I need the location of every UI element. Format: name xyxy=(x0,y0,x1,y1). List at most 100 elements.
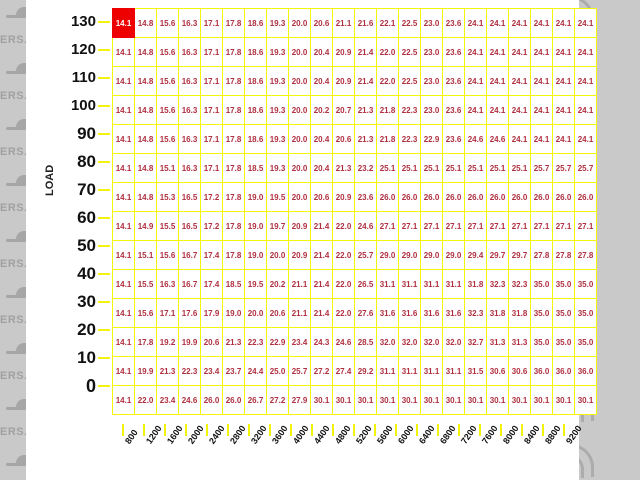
fuel-map-cell[interactable]: 24.1 xyxy=(464,66,487,96)
fuel-map-cell[interactable]: 35.0 xyxy=(574,269,597,299)
fuel-map-cell[interactable]: 25.1 xyxy=(420,153,443,183)
fuel-map-cell[interactable]: 32.0 xyxy=(398,327,421,357)
fuel-map-cell[interactable]: 16.7 xyxy=(178,269,201,299)
fuel-map-cell[interactable]: 23.6 xyxy=(442,124,465,154)
fuel-map-cell[interactable]: 15.1 xyxy=(134,240,157,270)
fuel-map-cell[interactable]: 20.0 xyxy=(288,124,311,154)
fuel-map-cell[interactable]: 26.0 xyxy=(200,385,223,415)
fuel-map-cell[interactable]: 21.3 xyxy=(354,124,377,154)
fuel-map-cell[interactable]: 15.5 xyxy=(134,269,157,299)
fuel-map-cell[interactable]: 19.9 xyxy=(134,356,157,386)
fuel-map-cell[interactable]: 29.0 xyxy=(420,240,443,270)
fuel-map-cell[interactable]: 20.9 xyxy=(332,37,355,67)
fuel-map-cell[interactable]: 19.0 xyxy=(244,211,267,241)
fuel-map-cell[interactable]: 15.6 xyxy=(156,124,179,154)
fuel-map-cell[interactable]: 30.1 xyxy=(508,385,531,415)
fuel-map-cell[interactable]: 22.9 xyxy=(266,327,289,357)
fuel-map-cell[interactable]: 22.0 xyxy=(332,240,355,270)
fuel-map-cell[interactable]: 21.4 xyxy=(310,211,333,241)
fuel-map-cell[interactable]: 21.4 xyxy=(354,66,377,96)
fuel-map-cell[interactable]: 16.3 xyxy=(178,95,201,125)
fuel-map-cell[interactable]: 20.0 xyxy=(288,95,311,125)
fuel-map-cell[interactable]: 19.3 xyxy=(266,37,289,67)
fuel-map-cell[interactable]: 15.5 xyxy=(156,211,179,241)
fuel-map-cell[interactable]: 14.1 xyxy=(112,385,135,415)
fuel-map-cell[interactable]: 36.0 xyxy=(552,356,575,386)
fuel-map-cell[interactable]: 22.3 xyxy=(398,124,421,154)
fuel-map-cell[interactable]: 28.5 xyxy=(354,327,377,357)
fuel-map-cell[interactable]: 31.6 xyxy=(398,298,421,328)
fuel-map-cell[interactable]: 31.1 xyxy=(376,356,399,386)
fuel-map-cell-selected[interactable]: 14.1 xyxy=(112,8,135,38)
fuel-map-cell[interactable]: 20.0 xyxy=(288,8,311,38)
fuel-map-cell[interactable]: 25.7 xyxy=(530,153,553,183)
fuel-map-cell[interactable]: 19.3 xyxy=(266,8,289,38)
fuel-map-cell[interactable]: 24.4 xyxy=(244,356,267,386)
fuel-map-cell[interactable]: 14.1 xyxy=(112,153,135,183)
fuel-map-cell[interactable]: 24.1 xyxy=(508,124,531,154)
fuel-map-cell[interactable]: 30.1 xyxy=(398,385,421,415)
fuel-map-cell[interactable]: 17.1 xyxy=(200,124,223,154)
fuel-map-cell[interactable]: 31.6 xyxy=(376,298,399,328)
fuel-map-cell[interactable]: 24.1 xyxy=(530,8,553,38)
fuel-map-cell[interactable]: 21.1 xyxy=(288,298,311,328)
fuel-map-cell[interactable]: 25.1 xyxy=(442,153,465,183)
fuel-map-cell[interactable]: 24.6 xyxy=(464,124,487,154)
fuel-map-cell[interactable]: 18.6 xyxy=(244,8,267,38)
fuel-map-cell[interactable]: 30.6 xyxy=(508,356,531,386)
fuel-map-cell[interactable]: 21.3 xyxy=(156,356,179,386)
fuel-map-cell[interactable]: 16.3 xyxy=(178,124,201,154)
fuel-map-cell[interactable]: 17.6 xyxy=(178,298,201,328)
fuel-map-cell[interactable]: 31.1 xyxy=(442,356,465,386)
fuel-map-cell[interactable]: 24.1 xyxy=(530,37,553,67)
fuel-map-cell[interactable]: 24.1 xyxy=(552,124,575,154)
fuel-map-cell[interactable]: 14.1 xyxy=(112,66,135,96)
fuel-map-cell[interactable]: 14.1 xyxy=(112,240,135,270)
fuel-map-cell[interactable]: 17.8 xyxy=(222,37,245,67)
fuel-map-cell[interactable]: 17.8 xyxy=(222,240,245,270)
fuel-map-cell[interactable]: 14.8 xyxy=(134,8,157,38)
fuel-map-cell[interactable]: 17.1 xyxy=(156,298,179,328)
fuel-map-cell[interactable]: 30.1 xyxy=(486,385,509,415)
fuel-map-cell[interactable]: 14.1 xyxy=(112,298,135,328)
fuel-map-cell[interactable]: 18.5 xyxy=(222,269,245,299)
fuel-map-cell[interactable]: 26.0 xyxy=(530,182,553,212)
fuel-map-cell[interactable]: 27.8 xyxy=(530,240,553,270)
fuel-map-cell[interactable]: 23.6 xyxy=(354,182,377,212)
fuel-map-cell[interactable]: 17.8 xyxy=(222,182,245,212)
fuel-map-cell[interactable]: 15.6 xyxy=(134,298,157,328)
fuel-map-cell[interactable]: 20.9 xyxy=(332,66,355,96)
fuel-map-cell[interactable]: 24.1 xyxy=(530,124,553,154)
fuel-map-cell[interactable]: 20.9 xyxy=(332,182,355,212)
fuel-map-cell[interactable]: 29.7 xyxy=(508,240,531,270)
fuel-map-cell[interactable]: 20.0 xyxy=(244,298,267,328)
fuel-map-cell[interactable]: 31.1 xyxy=(376,269,399,299)
fuel-map-cell[interactable]: 17.8 xyxy=(222,66,245,96)
fuel-map-cell[interactable]: 14.1 xyxy=(112,124,135,154)
fuel-map-row[interactable]: 14.1 15.5 16.3 16.7 17.4 18.5 19.5 20.2 21.1 21.4… xyxy=(112,269,597,299)
fuel-map-row[interactable]: 14.1 14.8 15.3 16.5 17.2 17.8 19.0 19.5 20.0 20.6… xyxy=(112,182,597,212)
fuel-map-cell[interactable]: 21.3 xyxy=(354,95,377,125)
fuel-map-row[interactable]: 14.1 14.8 15.6 16.3 17.1 17.8 18.6 19.3 20.0 20.6… xyxy=(112,8,597,38)
fuel-map-cell[interactable]: 31.3 xyxy=(508,327,531,357)
fuel-map-row[interactable]: 14.1 14.8 15.6 16.3 17.1 17.8 18.6 19.3 20.0 20.4… xyxy=(112,37,597,67)
fuel-map-cell[interactable]: 14.1 xyxy=(112,356,135,386)
fuel-map-cell[interactable]: 21.4 xyxy=(310,269,333,299)
fuel-map-cell[interactable]: 26.5 xyxy=(354,269,377,299)
fuel-map-cell[interactable]: 29.7 xyxy=(486,240,509,270)
fuel-map-cell[interactable]: 30.1 xyxy=(442,385,465,415)
fuel-map-cell[interactable]: 21.6 xyxy=(354,8,377,38)
fuel-map-cell[interactable]: 23.6 xyxy=(442,8,465,38)
fuel-map-cell[interactable]: 22.9 xyxy=(420,124,443,154)
fuel-map-cell[interactable]: 21.1 xyxy=(332,8,355,38)
fuel-map-cell[interactable]: 23.0 xyxy=(420,66,443,96)
fuel-map-cell[interactable]: 31.8 xyxy=(464,269,487,299)
fuel-map-cell[interactable]: 24.1 xyxy=(552,37,575,67)
fuel-map-cell[interactable]: 25.7 xyxy=(552,153,575,183)
fuel-map-cell[interactable]: 19.3 xyxy=(266,124,289,154)
fuel-map-cell[interactable]: 31.6 xyxy=(442,298,465,328)
fuel-map-cell[interactable]: 20.6 xyxy=(266,298,289,328)
fuel-map-cell[interactable]: 21.1 xyxy=(288,269,311,299)
fuel-map-cell[interactable]: 35.0 xyxy=(530,269,553,299)
fuel-map-cell[interactable]: 24.1 xyxy=(574,8,597,38)
